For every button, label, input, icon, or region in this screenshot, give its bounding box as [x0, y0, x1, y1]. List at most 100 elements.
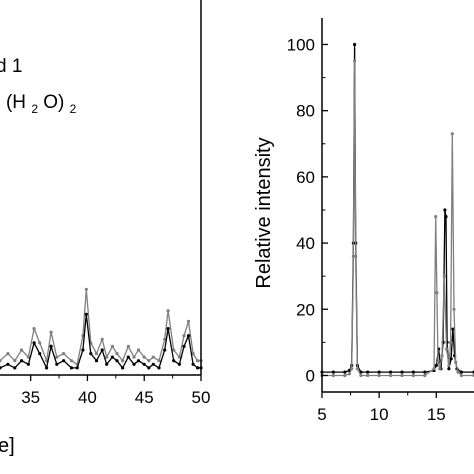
left-series-1-point	[115, 359, 119, 363]
left-legend: d 1 2 (H 2 O) 2	[0, 56, 77, 118]
left-series-0-point	[182, 334, 186, 338]
left-series-1-point	[84, 312, 88, 316]
right-series-0-point	[377, 370, 381, 374]
right-series-1-point	[442, 274, 446, 278]
left-series-1-point	[166, 327, 170, 331]
left-series-0-point	[6, 352, 10, 356]
right-series-1-point	[432, 367, 436, 371]
left-series-1-point	[163, 348, 167, 352]
right-series-1-point	[456, 370, 460, 374]
left-series-1-point	[110, 355, 114, 359]
left-series-0-point	[132, 355, 136, 359]
left-x-tick-label: 35	[21, 388, 40, 407]
right-series-0-point	[444, 215, 448, 219]
left-series-1-point	[49, 344, 53, 348]
right-x-ticks: 5 10 15	[317, 392, 446, 424]
right-series-1-point	[452, 307, 456, 311]
left-series-1-point	[45, 366, 49, 370]
right-series-1-point	[377, 373, 381, 378]
left-series-1-point	[89, 352, 93, 356]
right-series-1-point	[423, 373, 427, 378]
left-series-0-point	[151, 355, 155, 359]
left-series-1-point	[13, 366, 17, 370]
left-series-0-point	[13, 359, 17, 363]
left-plot-area	[0, 287, 203, 370]
left-series-0-point	[105, 355, 109, 359]
right-plot-area	[320, 42, 474, 378]
left-series-1-point	[0, 366, 2, 370]
right-series-0-point	[331, 370, 335, 374]
right-series-1-point	[411, 373, 415, 378]
right-series-1-point	[447, 363, 451, 368]
right-series-1-point	[450, 132, 454, 136]
left-series-0-point	[172, 348, 176, 352]
left-series-1-point	[75, 366, 79, 370]
right-x-tick-label: 5	[317, 405, 326, 424]
left-series-1-point	[38, 352, 42, 356]
right-y-tick-label: 100	[287, 35, 315, 54]
left-series-0-line	[0, 289, 201, 366]
right-series-1-point	[350, 367, 354, 371]
left-series-0-point	[136, 348, 141, 352]
right-y-tick-label: 80	[296, 102, 315, 121]
left-series-0-point	[49, 330, 53, 334]
right-series-1-point	[354, 254, 358, 258]
right-series-1-point	[459, 373, 463, 378]
right-series-1-line	[322, 60, 474, 377]
right-series-1-point	[347, 372, 351, 376]
left-series-0-point	[26, 355, 30, 359]
left-x-tick-label: 45	[135, 388, 154, 407]
right-series-0-point	[459, 370, 463, 374]
right-series-0-point	[389, 370, 393, 374]
legend-line-2: 2 (H 2 O) 2	[0, 92, 77, 118]
left-series-1-point	[172, 359, 176, 363]
left-series-1-point	[142, 362, 146, 366]
left-series-1-point	[6, 362, 10, 366]
right-series-1-point	[359, 373, 363, 378]
left-series-1-point	[177, 362, 181, 366]
legend-line-1: d 1	[0, 56, 22, 77]
left-series-1-point	[191, 362, 195, 366]
left-series-0-point	[115, 352, 119, 356]
right-series-1-point	[353, 59, 357, 63]
right-series-0-point	[411, 370, 415, 374]
legend-part-2: (H	[6, 92, 26, 113]
left-series-0-point	[38, 341, 42, 345]
right-series-1-point	[343, 373, 347, 378]
legend-sub-5: 2	[70, 102, 77, 116]
left-series-1-point	[151, 362, 155, 366]
left-series-0-point	[196, 359, 200, 363]
left-series-1-point	[147, 366, 151, 370]
right-series-1-point	[454, 360, 458, 364]
left-series-0-point	[0, 359, 2, 363]
left-series-1-point	[26, 362, 30, 366]
left-series-1-point	[105, 362, 109, 366]
left-series-0-point	[32, 327, 36, 331]
right-series-1-point	[355, 367, 359, 371]
legend-sub-1: 2	[0, 102, 1, 116]
right-series-1-point	[351, 254, 355, 258]
left-series-1-point	[81, 348, 85, 352]
left-series-1-point	[157, 366, 161, 370]
left-series-0-point	[163, 337, 167, 341]
legend-part-4: O)	[43, 92, 64, 113]
left-series-1-line	[0, 314, 201, 370]
left-series-1-point	[94, 359, 99, 363]
right-series-1-point	[366, 373, 370, 378]
right-y-axis-label: Relative intensity	[253, 137, 275, 288]
left-series-0-point	[166, 309, 170, 313]
left-x-ticks: 35 40 45 50	[21, 375, 210, 407]
left-series-1-point	[62, 359, 66, 363]
left-series-1-point	[69, 366, 74, 370]
left-series-0-point	[55, 355, 59, 359]
right-y-tick-label: 20	[296, 300, 315, 319]
right-y-ticks: 0 20 40 60 80 100	[287, 35, 328, 385]
left-x-tick-label: 50	[192, 388, 211, 407]
left-series-1-point	[55, 362, 59, 366]
right-series-0-point	[343, 370, 347, 374]
right-x-tick-label: 10	[370, 405, 389, 424]
left-series-0-point	[157, 359, 161, 363]
left-series-0-point	[84, 287, 88, 291]
right-series-1-point	[331, 373, 335, 378]
